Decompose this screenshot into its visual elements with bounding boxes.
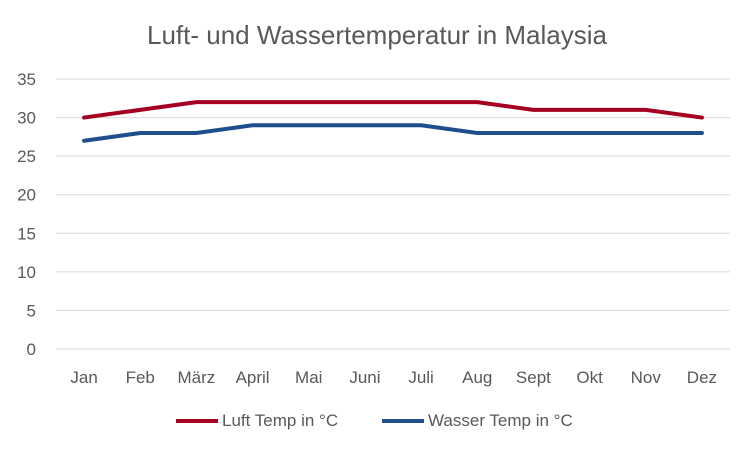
y-tick-label: 15 [17, 224, 36, 243]
legend-label-luft: Luft Temp in °C [222, 411, 339, 430]
gridlines [56, 78, 730, 350]
series-lines [82, 100, 704, 143]
x-tick-label: Jan [70, 368, 97, 387]
x-tick-label: Aug [462, 368, 492, 387]
y-tick-label: 0 [27, 340, 36, 359]
x-tick-label: Nov [631, 368, 662, 387]
chart-title: Luft- und Wassertemperatur in Malaysia [146, 20, 607, 50]
x-tick-label: Sept [516, 368, 551, 387]
y-tick-label: 5 [27, 301, 36, 320]
x-tick-label: Feb [126, 368, 155, 387]
y-tick-labels: 0 5 10 15 20 25 30 35 [17, 70, 36, 359]
legend-item-luft: Luft Temp in °C [176, 408, 338, 434]
y-tick-label: 35 [17, 70, 36, 89]
series-line-wasser [82, 123, 704, 143]
y-tick-label: 10 [17, 263, 36, 282]
x-tick-label: Juli [408, 368, 434, 387]
x-tick-label: Juni [349, 368, 380, 387]
x-tick-label: Mai [295, 368, 322, 387]
x-tick-label: April [236, 368, 270, 387]
legend-label-wasser: Wasser Temp in °C [428, 411, 573, 430]
legend-swatch-luft [176, 419, 218, 423]
x-tick-labels: Jan Feb März April Mai Juni Juli Aug Sept Okt Nov D… [70, 368, 717, 387]
y-tick-label: 30 [17, 109, 36, 128]
x-tick-label: Okt [576, 368, 603, 387]
y-tick-label: 25 [17, 147, 36, 166]
x-tick-label: Dez [687, 368, 717, 387]
y-tick-label: 20 [17, 186, 36, 205]
x-tick-label: März [178, 368, 216, 387]
legend-item-wasser: Wasser Temp in °C [382, 408, 573, 434]
legend-swatch-wasser [382, 419, 424, 423]
series-line-luft [82, 100, 704, 120]
